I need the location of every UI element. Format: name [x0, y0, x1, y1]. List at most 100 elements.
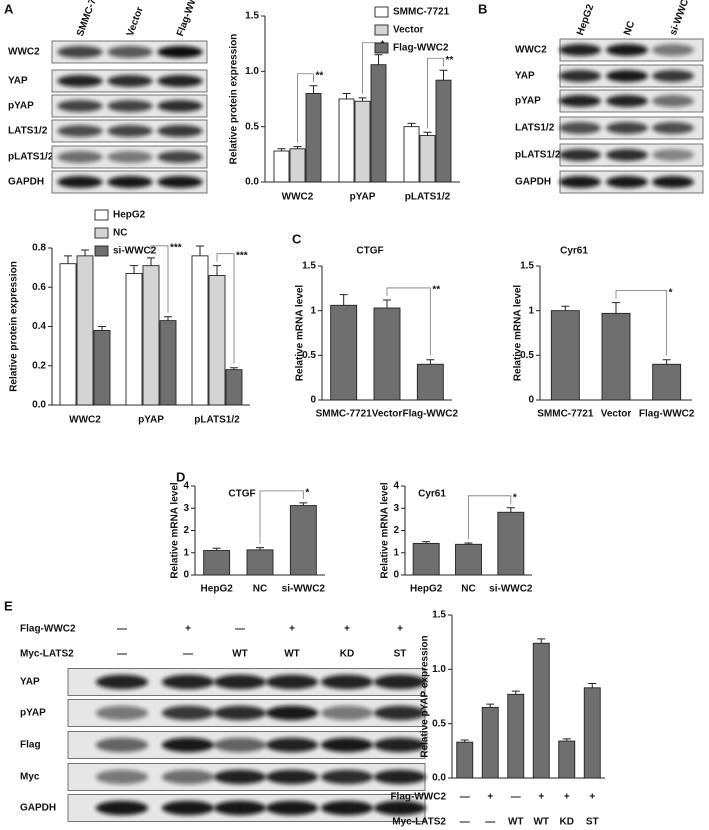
legend-label: si-WWC2	[113, 246, 157, 257]
blot-band	[57, 75, 103, 87]
error-bar	[81, 249, 89, 256]
blot-band	[559, 149, 601, 161]
significance-bracket	[259, 490, 304, 544]
blot-band	[373, 705, 427, 721]
blot-band	[57, 125, 103, 137]
blot-band	[157, 46, 203, 58]
y-tick-label: 0.2	[32, 360, 46, 371]
x-tick-label: si-WWC2	[282, 584, 326, 595]
condition-label: —	[485, 817, 495, 828]
legend-swatch	[374, 6, 389, 18]
blot-band	[559, 176, 601, 188]
panel-label: C	[292, 231, 302, 246]
blot-band	[606, 70, 648, 82]
blot-band	[559, 122, 601, 134]
blot-band	[57, 100, 103, 112]
blot-band	[606, 149, 648, 161]
x-tick-label: HepG2	[201, 584, 234, 595]
significance-bracket	[216, 253, 235, 364]
blot-band	[320, 674, 374, 690]
blot-band	[161, 737, 215, 753]
condition-label: +	[289, 624, 295, 635]
blot-band	[161, 705, 215, 721]
blot-row-label: LATS1/2	[515, 123, 555, 134]
blot-band	[652, 122, 694, 134]
error-bar	[511, 690, 520, 695]
blot-band	[157, 100, 203, 112]
condition-label: +	[185, 624, 191, 635]
bar	[652, 363, 682, 401]
y-axis-label: Relative mRNA level	[513, 285, 524, 382]
lane-label: SMMC-7721	[75, 0, 105, 38]
blot-band	[57, 176, 103, 188]
error-bar	[164, 316, 172, 321]
chart-title: CTGF	[228, 489, 255, 500]
blot-band	[606, 95, 648, 107]
error-bar	[213, 265, 221, 276]
error-bar	[293, 146, 302, 149]
condition-label: —	[183, 649, 193, 660]
significance-bracket	[615, 290, 668, 356]
blot-band	[652, 70, 694, 82]
blot-band	[559, 70, 601, 82]
blot-band	[320, 737, 374, 753]
condition-label: —	[117, 649, 127, 660]
blot-row-label: pLATS1/2	[515, 150, 561, 161]
y-tick-label: 1.5	[520, 261, 534, 272]
bar	[601, 312, 631, 401]
y-tick-label: 1.5	[302, 261, 316, 272]
error-bar	[299, 502, 308, 506]
x-tick-label: NC	[253, 584, 267, 595]
x-tick-label: Vector	[601, 409, 632, 420]
blot-band	[213, 705, 267, 721]
condition-label: +	[564, 792, 570, 803]
bar	[455, 543, 482, 576]
condition-label: WT	[232, 649, 248, 660]
condition-label: —	[460, 792, 470, 803]
legend-swatch	[94, 209, 109, 221]
y-tick-label: 0.0	[432, 773, 446, 784]
bar	[435, 79, 452, 183]
error-bar	[537, 638, 546, 644]
error-bar	[196, 245, 204, 256]
condition-name: Myc-LATS2	[20, 649, 74, 660]
bar	[507, 693, 525, 779]
bar	[246, 549, 274, 576]
blot-row-label: pYAP	[8, 101, 34, 112]
y-tick-label: 2	[183, 525, 189, 536]
bar	[373, 307, 401, 401]
blot-band	[652, 95, 694, 107]
legend-swatch	[94, 245, 109, 257]
blot-band	[95, 705, 149, 721]
x-tick-label: si-WWC2	[489, 584, 533, 595]
bar	[305, 93, 322, 183]
lane-label: NC	[622, 20, 637, 37]
blot-row-label: Myc	[20, 772, 40, 783]
blot-row-label: YAP	[8, 76, 28, 87]
blot-band	[606, 176, 648, 188]
significance-bracket	[427, 57, 444, 129]
y-tick-label: 1	[393, 547, 399, 558]
condition-label: KD	[560, 817, 574, 828]
blot-band	[161, 769, 215, 785]
y-tick-label: 0.5	[302, 350, 316, 361]
condition-label: +	[589, 792, 595, 803]
bar	[583, 687, 601, 779]
error-bar	[423, 131, 432, 136]
y-tick-label: 0.4	[32, 321, 46, 332]
blot-band	[161, 800, 215, 816]
bar	[481, 706, 499, 779]
condition-label: +	[344, 624, 350, 635]
blot-band	[213, 737, 267, 753]
blot-band	[373, 674, 427, 690]
condition-label: WT	[508, 817, 524, 828]
significance-bracket	[297, 73, 314, 143]
bar	[203, 550, 231, 576]
blot-row-label: YAP	[20, 677, 40, 688]
blot-band	[265, 769, 319, 785]
condition-label: —	[117, 624, 127, 635]
significance-bracket	[468, 495, 512, 539]
y-tick-label: 0.6	[32, 282, 46, 293]
error-bar	[506, 507, 515, 513]
blot-band	[559, 44, 601, 56]
